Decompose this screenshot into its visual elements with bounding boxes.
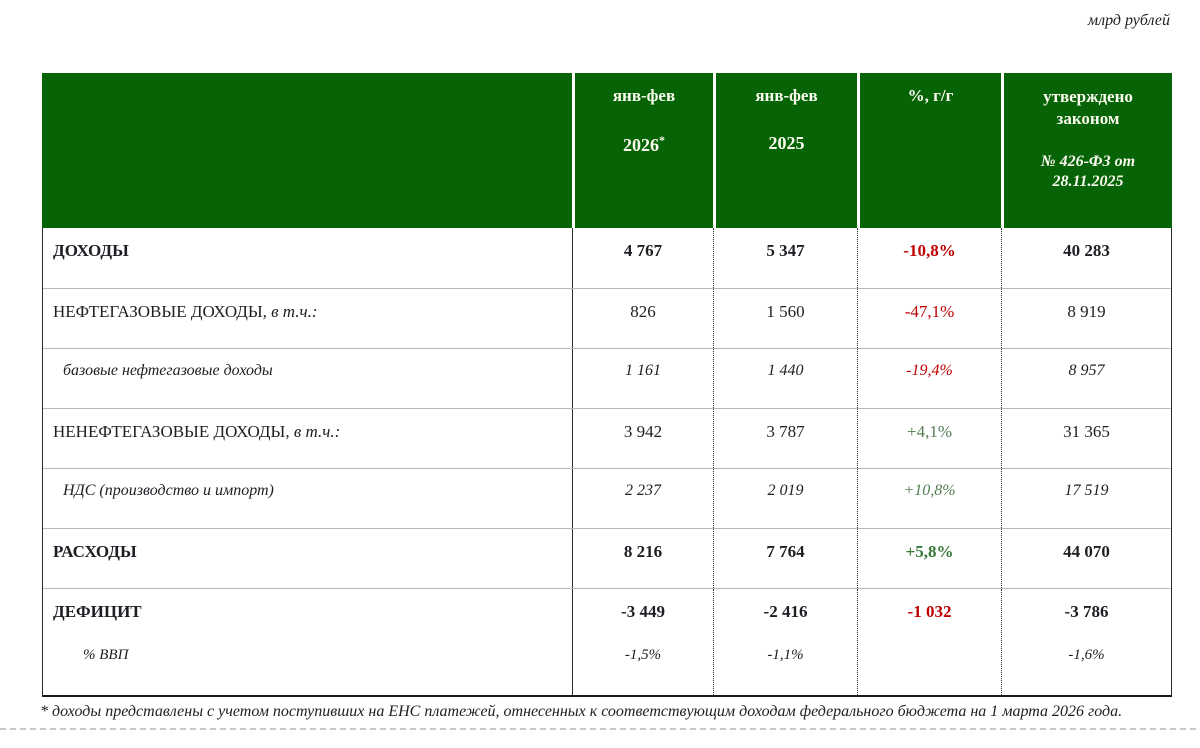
value-2026: 8 216 <box>572 529 713 588</box>
row-label: РАСХОДЫ <box>53 542 137 561</box>
value-approved: 40 283 <box>1001 228 1171 288</box>
header-approved-title: утверждено законом <box>1043 87 1133 129</box>
header-cell-jan-feb-2025: янв-фев 2025 <box>713 73 857 228</box>
header-cell-yoy: %, г/г <box>857 73 1001 228</box>
gdp-share-label: % ВВП <box>83 647 129 663</box>
value-approved: 8 957 <box>1001 349 1171 408</box>
value-2025: 3 787 <box>713 409 857 468</box>
page-bottom-dashed-rule <box>0 728 1196 730</box>
row-label: НЕНЕФТЕГАЗОВЫЕ ДОХОДЫ, в т.ч.: <box>53 422 341 441</box>
value-approved: -3 786 -1,6% <box>1001 589 1171 695</box>
value-2025: -2 416 -1,1% <box>713 589 857 695</box>
table-row-expenditures: РАСХОДЫ 8 216 7 764 +5,8% 44 070 <box>43 528 1171 588</box>
value-approved: 17 519 <box>1001 469 1171 528</box>
header-approved-law: № 426-ФЗ от 28.11.2025 <box>1040 153 1136 191</box>
table-row-deficit: ДЕФИЦИТ % ВВП -3 449 -1,5% -2 416 -1,1% … <box>43 588 1171 695</box>
value-2026: 3 942 <box>572 409 713 468</box>
table-body: ДОХОДЫ 4 767 5 347 -10,8% 40 283 НЕФТЕГА… <box>42 228 1172 697</box>
value-approved: 31 365 <box>1001 409 1171 468</box>
row-label: базовые нефтегазовые доходы <box>63 362 273 379</box>
row-label: НЕФТЕГАЗОВЫЕ ДОХОДЫ, в т.ч.: <box>53 302 318 321</box>
value-2026: 2 237 <box>572 469 713 528</box>
value-2025: 7 764 <box>713 529 857 588</box>
header-year-2025: 2025 <box>768 133 805 153</box>
value-2025: 1 560 <box>713 289 857 348</box>
footnote-asterisk: * <box>659 133 665 147</box>
gdp-share-value: -1,6% <box>1068 647 1105 663</box>
value-2026: 826 <box>572 289 713 348</box>
header-cell-approved: утверждено законом № 426-ФЗ от 28.11.202… <box>1001 73 1172 228</box>
footnote: * доходы представлены с учетом поступивш… <box>40 703 1123 720</box>
table-row-oil-gas-revenues: НЕФТЕГАЗОВЫЕ ДОХОДЫ, в т.ч.: 826 1 560 -… <box>43 288 1171 348</box>
header-period-label: янв-фев <box>755 86 818 105</box>
value-2025: 1 440 <box>713 349 857 408</box>
table-row-base-oil-gas-revenues: базовые нефтегазовые доходы 1 161 1 440 … <box>43 348 1171 408</box>
value-2026: 4 767 <box>572 228 713 288</box>
row-label: ДЕФИЦИТ % ВВП <box>43 589 572 695</box>
unit-label: млрд рублей <box>1087 12 1170 29</box>
table-row-non-oil-gas-revenues: НЕНЕФТЕГАЗОВЫЕ ДОХОДЫ, в т.ч.: 3 942 3 7… <box>43 408 1171 468</box>
value-yoy: -1 032 <box>857 589 1001 695</box>
header-cell-empty <box>42 73 572 228</box>
value-yoy: -10,8% <box>857 228 1001 288</box>
value-yoy: +10,8% <box>857 469 1001 528</box>
row-label: НДС (производство и импорт) <box>63 482 274 499</box>
table-row-vat: НДС (производство и импорт) 2 237 2 019 … <box>43 468 1171 528</box>
row-label: ДОХОДЫ <box>53 241 129 260</box>
header-year-2026: 2026* <box>623 133 665 155</box>
value-yoy: -19,4% <box>857 349 1001 408</box>
header-yoy-label: %, г/г <box>907 86 954 105</box>
value-yoy: +5,8% <box>857 529 1001 588</box>
header-period-label: янв-фев <box>612 86 676 105</box>
value-yoy: +4,1% <box>857 409 1001 468</box>
gdp-share-value: -1,5% <box>624 647 662 663</box>
value-2026: 1 161 <box>572 349 713 408</box>
value-2025: 5 347 <box>713 228 857 288</box>
value-approved: 44 070 <box>1001 529 1171 588</box>
value-approved: 8 919 <box>1001 289 1171 348</box>
header-cell-jan-feb-2026: янв-фев 2026* <box>572 73 713 228</box>
table-header: янв-фев 2026* янв-фев 2025 %, г/г утверж… <box>42 73 1172 228</box>
table-row-revenues: ДОХОДЫ 4 767 5 347 -10,8% 40 283 <box>43 228 1171 288</box>
value-2026: -3 449 -1,5% <box>572 589 713 695</box>
value-yoy: -47,1% <box>857 289 1001 348</box>
value-2025: 2 019 <box>713 469 857 528</box>
gdp-share-value: -1,1% <box>767 647 804 663</box>
